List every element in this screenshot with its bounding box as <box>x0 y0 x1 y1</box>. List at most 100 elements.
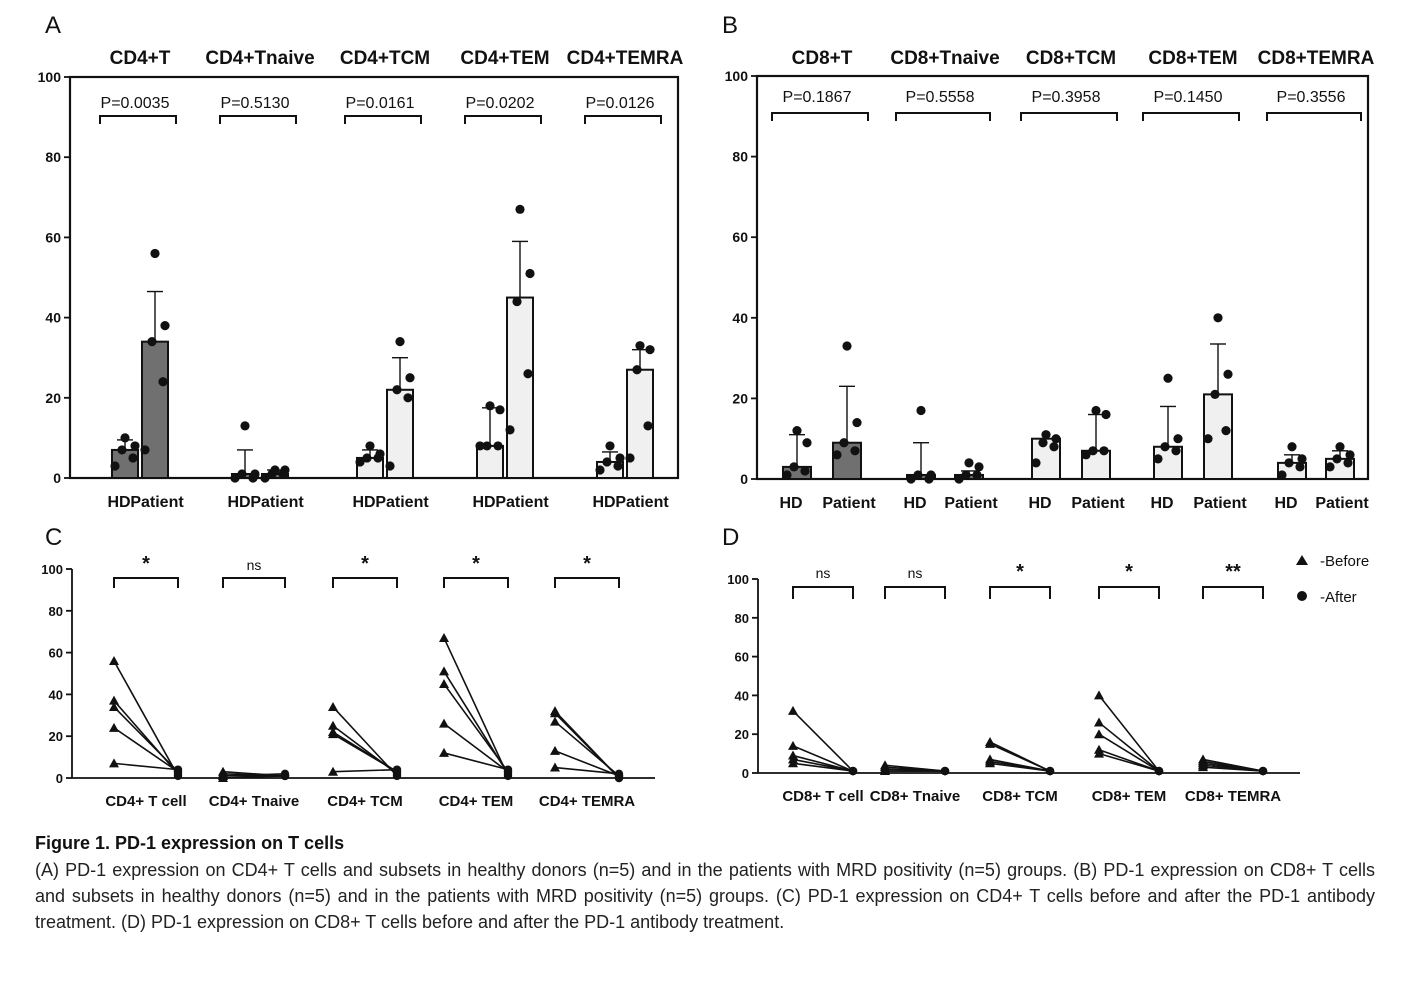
legend-before-label: -Before <box>1320 553 1369 570</box>
before-point <box>1198 762 1208 772</box>
data-point-hd <box>802 438 812 448</box>
data-point-patient <box>505 425 515 435</box>
significance-bracket <box>464 115 542 124</box>
pair-line <box>989 762 1051 772</box>
group-title: CD8+TEMRA <box>1258 48 1375 69</box>
x-label-hd: HD <box>472 494 495 511</box>
before-point <box>788 705 798 715</box>
x-label-patient: Patient <box>1193 495 1247 512</box>
after-point <box>1045 766 1055 776</box>
pair-line <box>1098 694 1160 772</box>
data-point-hd <box>355 457 365 467</box>
y-tick-label: 40 <box>732 310 748 326</box>
data-point-patient <box>280 465 290 475</box>
data-point-patient <box>850 446 860 456</box>
significance-bracket <box>113 577 179 588</box>
x-label-patient: Patient <box>130 494 184 511</box>
data-point-patient <box>1088 446 1098 456</box>
p-value: P=0.3556 <box>1277 89 1346 106</box>
data-point-hd <box>595 465 605 475</box>
data-point-hd <box>615 453 625 463</box>
y-tick-label: 40 <box>735 688 749 703</box>
before-point <box>218 773 228 782</box>
bar-patient <box>141 340 169 479</box>
y-tick-label: 0 <box>742 766 749 781</box>
data-point-hd <box>1295 462 1305 472</box>
data-point-patient <box>1203 434 1213 444</box>
x-label-patient: Patient <box>1315 495 1369 512</box>
data-point-patient <box>832 450 842 460</box>
pair-line <box>222 773 286 777</box>
data-point-hd <box>110 461 120 471</box>
data-point-patient <box>974 462 984 472</box>
data-point-patient <box>270 465 280 475</box>
panel-d: D 0 20 40 60 80 100 ns CD8+ T cell ns CD8+ Tnaive *… <box>722 524 1369 805</box>
group-title: CD4+T <box>110 48 171 69</box>
data-point-patient <box>635 341 645 351</box>
data-point-patient <box>645 345 655 355</box>
group-4: * CD4+ TEMRA <box>539 553 635 810</box>
group-1: ns CD4+ Tnaive <box>209 557 299 810</box>
pair-line <box>792 745 854 772</box>
before-point <box>109 758 119 768</box>
data-point-patient <box>1343 458 1353 468</box>
bar-patient <box>506 296 534 479</box>
y-tick-label: 40 <box>49 687 63 702</box>
data-point-hd <box>1163 373 1173 383</box>
data-point-patient <box>1099 446 1109 456</box>
before-point <box>1094 690 1104 700</box>
data-point-patient <box>260 473 270 483</box>
pair-line <box>332 768 398 773</box>
x-label-hd: HD <box>352 494 375 511</box>
p-value: P=0.1450 <box>1154 89 1223 106</box>
data-point-patient <box>972 470 982 480</box>
y-tick-label: 60 <box>49 646 63 661</box>
pair-line <box>443 723 509 773</box>
x-label-hd: HD <box>1028 495 1051 512</box>
data-point-hd <box>800 466 810 476</box>
y-tick-label: 20 <box>45 390 61 406</box>
significance-bracket <box>792 586 854 599</box>
before-point <box>439 718 449 728</box>
data-point-hd <box>1153 454 1163 464</box>
data-point-patient <box>395 337 405 347</box>
after-point <box>1154 766 1164 776</box>
data-point-patient <box>1223 369 1233 379</box>
x-label: CD4+ Tnaive <box>209 793 299 810</box>
before-point <box>439 632 449 642</box>
data-point-hd <box>789 462 799 472</box>
data-point-hd <box>906 474 916 484</box>
data-point-hd <box>117 445 127 455</box>
data-point-hd <box>130 441 140 451</box>
before-point <box>985 758 995 768</box>
data-point-patient <box>515 204 525 214</box>
y-tick-label: 40 <box>45 310 61 326</box>
panel-letter: A <box>45 12 61 39</box>
data-point-hd <box>230 473 240 483</box>
data-point-patient <box>523 369 533 379</box>
group-4: CD8+TEMRA P=0.3556 HD Patient <box>1258 48 1375 512</box>
data-point-hd <box>605 441 615 451</box>
data-point-hd <box>1038 438 1048 448</box>
x-label-hd: HD <box>779 495 802 512</box>
x-label-hd: HD <box>592 494 615 511</box>
significance-bracket <box>1020 112 1118 121</box>
before-point <box>439 747 449 757</box>
significance-bracket <box>344 115 422 124</box>
data-point-hd <box>1051 434 1061 444</box>
x-label: CD4+ TEM <box>439 793 514 810</box>
group-title: CD8+TCM <box>1026 48 1116 69</box>
significance-bracket <box>771 112 869 121</box>
y-tick-label: 60 <box>735 650 749 665</box>
data-point-hd <box>375 449 385 459</box>
significance-bracket <box>99 115 177 124</box>
group-3: CD8+TEM P=0.1450 HD Patient <box>1142 48 1247 512</box>
pair-line <box>443 752 509 771</box>
significance-label: ns <box>908 565 923 581</box>
data-point-patient <box>632 365 642 375</box>
y-tick-label: 80 <box>732 149 748 165</box>
data-point-hd <box>250 469 260 479</box>
x-label-patient: Patient <box>375 494 429 511</box>
y-tick-label: 80 <box>45 149 61 165</box>
